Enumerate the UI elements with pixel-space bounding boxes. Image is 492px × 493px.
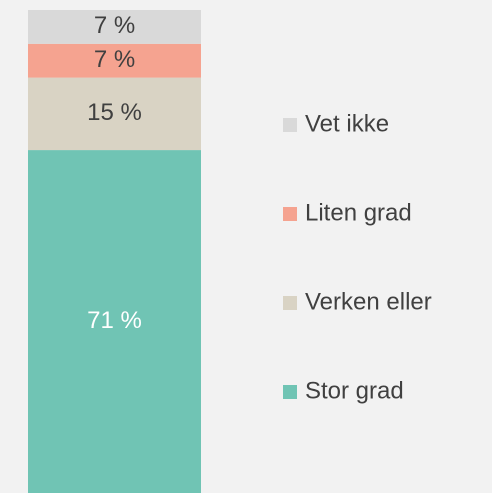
bar-segment [28, 150, 201, 493]
legend-label: Verken eller [305, 288, 432, 315]
legend-label: Liten grad [305, 199, 412, 226]
legend-label: Vet ikke [305, 110, 389, 137]
bar-segment [28, 10, 201, 44]
value-label: 15 % [87, 99, 142, 126]
legend-swatch [283, 385, 297, 399]
value-label: 71 % [87, 307, 142, 334]
legend-swatch [283, 118, 297, 132]
bar-segment [28, 77, 201, 151]
bar-segment [28, 43, 201, 78]
legend-swatch [283, 207, 297, 221]
value-label: 7 % [94, 46, 135, 73]
value-label: 7 % [94, 12, 135, 39]
legend-swatch [283, 296, 297, 310]
legend-label: Stor grad [305, 377, 404, 404]
